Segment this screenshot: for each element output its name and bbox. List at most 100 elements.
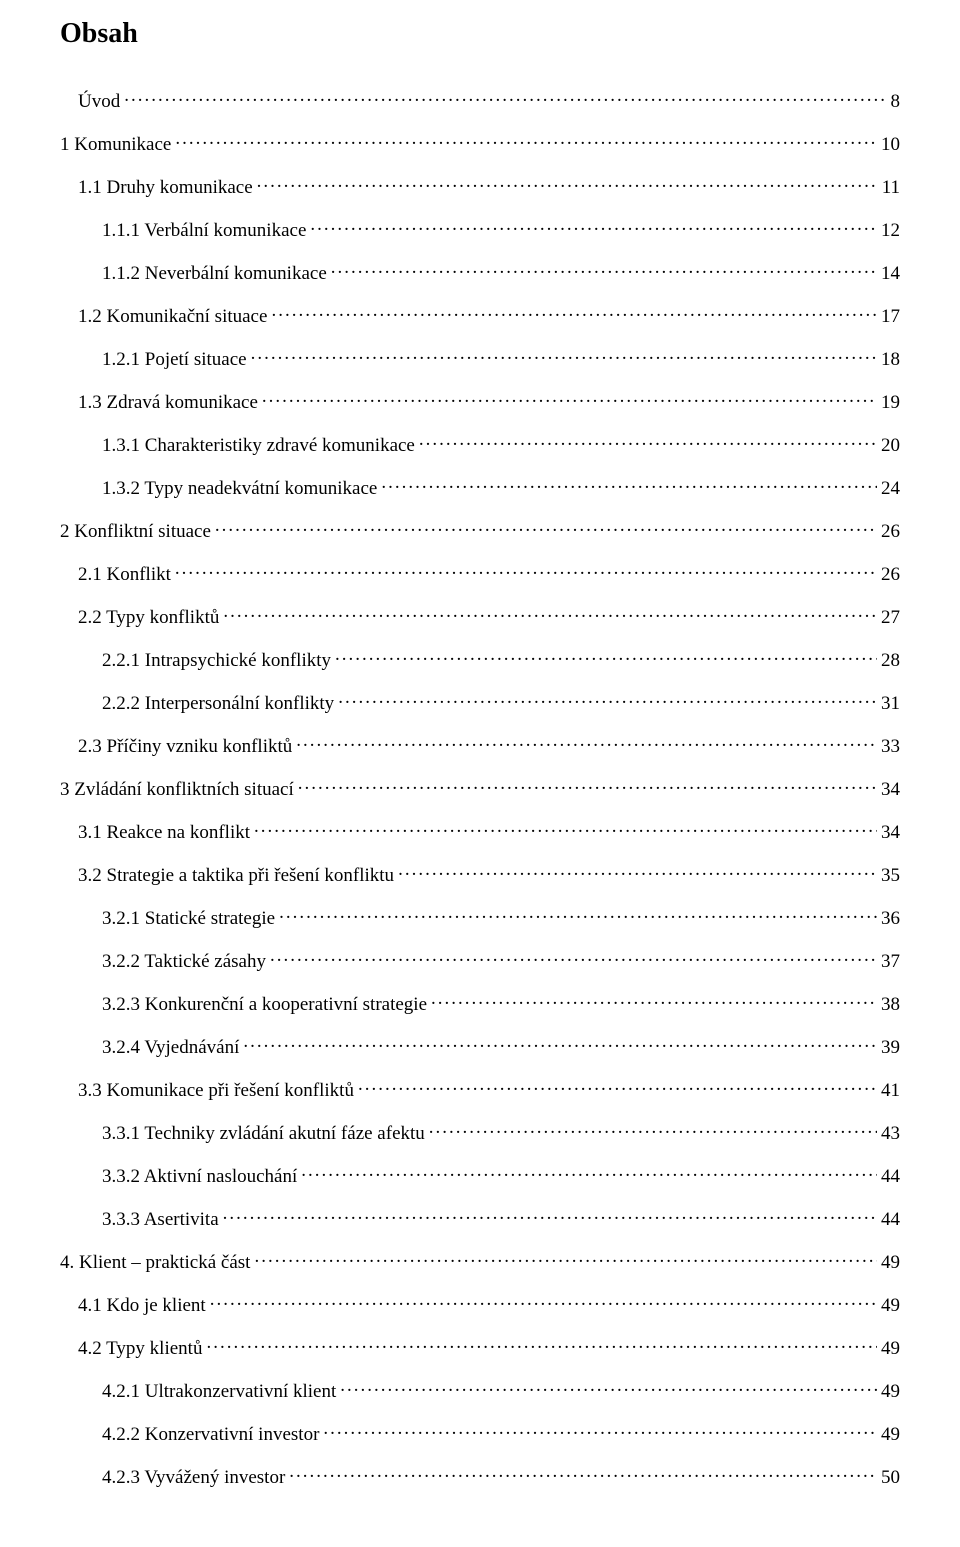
toc-leader: [257, 174, 878, 193]
toc-label: 2 Konfliktní situace: [60, 521, 215, 543]
toc-leader: [419, 432, 877, 451]
toc-entry: 3.3 Komunikace při řešení konfliktů 41: [60, 1077, 900, 1102]
toc-leader: [223, 1206, 877, 1225]
toc-page-number: 38: [877, 994, 900, 1016]
toc-label: 3.3 Komunikace při řešení konfliktů: [78, 1080, 358, 1102]
toc-leader: [215, 518, 877, 537]
toc-label: 3.2.4 Vyjednávání: [102, 1037, 243, 1059]
toc-page-number: 33: [877, 736, 900, 758]
toc-page: Obsah Úvod81 Komunikace101.1 Druhy komun…: [0, 0, 960, 1547]
toc-leader: [331, 260, 877, 279]
toc-leader: [431, 991, 877, 1010]
toc-label: 2.1 Konflikt: [78, 564, 175, 586]
toc-label: 4.1 Kdo je klient: [78, 1295, 210, 1317]
toc-page-number: 12: [877, 220, 900, 242]
toc-leader: [271, 303, 877, 322]
toc-entry: 3 Zvládání konfliktních situací34: [60, 776, 900, 801]
toc-entry: 2.2.2 Interpersonální konflikty 31: [60, 690, 900, 715]
toc-leader: [398, 862, 877, 881]
toc-entry: 3.3.2 Aktivní naslouchání 44: [60, 1163, 900, 1188]
toc-page-number: 11: [878, 177, 900, 199]
toc-leader: [251, 346, 877, 365]
toc-leader: [289, 1464, 877, 1483]
toc-page-number: 18: [877, 349, 900, 371]
toc-leader: [335, 647, 877, 666]
toc-leader: [243, 1034, 877, 1053]
toc-label: 3.3.1 Techniky zvládání akutní fáze afek…: [102, 1123, 429, 1145]
toc-page-number: 49: [877, 1381, 900, 1403]
toc-label: 1.3 Zdravá komunikace: [78, 392, 262, 414]
toc-leader: [340, 1378, 877, 1397]
toc-leader: [296, 733, 877, 752]
toc-entry: 3.2.3 Konkurenční a kooperativní strateg…: [60, 991, 900, 1016]
toc-leader: [210, 1292, 877, 1311]
toc-page-number: 34: [877, 822, 900, 844]
toc-leader: [254, 1249, 877, 1268]
toc-label: 3.2.3 Konkurenční a kooperativní strateg…: [102, 994, 431, 1016]
toc-page-number: 28: [877, 650, 900, 672]
toc-page-number: 44: [877, 1209, 900, 1231]
toc-page-number: 50: [877, 1467, 900, 1489]
toc-entry: 3.2.2 Taktické zásahy37: [60, 948, 900, 973]
toc-page-number: 26: [877, 521, 900, 543]
toc-label: 1.3.2 Typy neadekvátní komunikace: [102, 478, 381, 500]
toc-leader: [298, 776, 877, 795]
toc-entry: 3.1 Reakce na konflikt 34: [60, 819, 900, 844]
toc-label: 1.1.2 Neverbální komunikace: [102, 263, 331, 285]
toc-entry: 3.2 Strategie a taktika při řešení konfl…: [60, 862, 900, 887]
toc-entry: 3.3.1 Techniky zvládání akutní fáze afek…: [60, 1120, 900, 1145]
toc-page-number: 8: [887, 91, 901, 113]
toc-page-number: 49: [877, 1252, 900, 1274]
toc-page-number: 24: [877, 478, 900, 500]
toc-leader: [323, 1421, 877, 1440]
toc-entry: 1.3 Zdravá komunikace 19: [60, 389, 900, 414]
toc-page-number: 17: [877, 306, 900, 328]
toc-label: 3.2.2 Taktické zásahy: [102, 951, 270, 973]
toc-page-number: 41: [877, 1080, 900, 1102]
toc-label: 3.1 Reakce na konflikt: [78, 822, 254, 844]
toc-label: 2.2 Typy konfliktů: [78, 607, 223, 629]
toc-leader: [270, 948, 877, 967]
toc-entry: 1.2.1 Pojetí situace 18: [60, 346, 900, 371]
toc-page-number: 39: [877, 1037, 900, 1059]
toc-page-number: 27: [877, 607, 900, 629]
toc-label: 2.2.2 Interpersonální konflikty: [102, 693, 338, 715]
toc-label: 1.2.1 Pojetí situace: [102, 349, 251, 371]
toc-label: 3.3.2 Aktivní naslouchání: [102, 1166, 301, 1188]
toc-page-number: 10: [877, 134, 900, 156]
toc-entry: 1.1.2 Neverbální komunikace14: [60, 260, 900, 285]
toc-page-number: 19: [877, 392, 900, 414]
toc-page-number: 31: [877, 693, 900, 715]
toc-entry: 1 Komunikace10: [60, 131, 900, 156]
toc-entry: 2.2.1 Intrapsychické konflikty 28: [60, 647, 900, 672]
toc-label: 1.1.1 Verbální komunikace: [102, 220, 310, 242]
toc-leader: [175, 561, 877, 580]
toc-label: 3.3.3 Asertivita: [102, 1209, 223, 1231]
toc-entry: 1.1 Druhy komunikace 11: [60, 174, 900, 199]
toc-page-number: 26: [877, 564, 900, 586]
toc-label: 4. Klient – praktická část: [60, 1252, 254, 1274]
toc-label: 2.2.1 Intrapsychické konflikty: [102, 650, 335, 672]
toc-label: 3 Zvládání konfliktních situací: [60, 779, 298, 801]
toc-entry: 3.2.1 Statické strategie 36: [60, 905, 900, 930]
toc-entry: 4. Klient – praktická část 49: [60, 1249, 900, 1274]
toc-entry: 2 Konfliktní situace 26: [60, 518, 900, 543]
toc-leader: [429, 1120, 877, 1139]
toc-container: Úvod81 Komunikace101.1 Druhy komunikace1…: [60, 88, 900, 1489]
toc-label: 3.2.1 Statické strategie: [102, 908, 279, 930]
toc-entry: 4.1 Kdo je klient49: [60, 1292, 900, 1317]
toc-entry: 4.2.2 Konzervativní investor49: [60, 1421, 900, 1446]
toc-page-number: 44: [877, 1166, 900, 1188]
toc-label: 4.2 Typy klientů: [78, 1338, 206, 1360]
toc-leader: [206, 1335, 877, 1354]
toc-leader: [223, 604, 877, 623]
toc-entry: 4.2.1 Ultrakonzervativní klient49: [60, 1378, 900, 1403]
toc-page-number: 36: [877, 908, 900, 930]
toc-page-number: 43: [877, 1123, 900, 1145]
toc-entry: 2.1 Konflikt 26: [60, 561, 900, 586]
toc-label: Úvod: [78, 91, 124, 113]
toc-label: 1.1 Druhy komunikace: [78, 177, 257, 199]
toc-leader: [310, 217, 877, 236]
toc-leader: [262, 389, 877, 408]
toc-entry: 1.3.1 Charakteristiky zdravé komunikace2…: [60, 432, 900, 457]
